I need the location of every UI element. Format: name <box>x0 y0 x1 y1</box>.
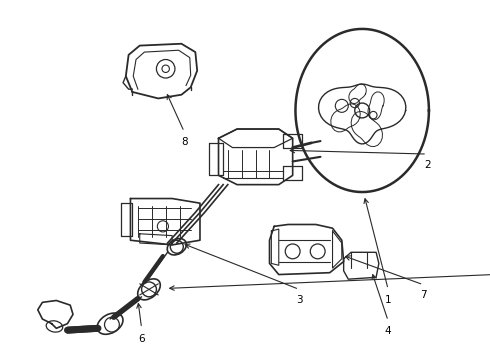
Text: 3: 3 <box>296 295 302 305</box>
Text: 4: 4 <box>385 327 392 337</box>
Text: 8: 8 <box>181 138 188 147</box>
Text: 6: 6 <box>138 334 145 344</box>
Text: 2: 2 <box>424 159 430 170</box>
Text: 1: 1 <box>385 295 392 305</box>
Text: 7: 7 <box>420 290 427 300</box>
